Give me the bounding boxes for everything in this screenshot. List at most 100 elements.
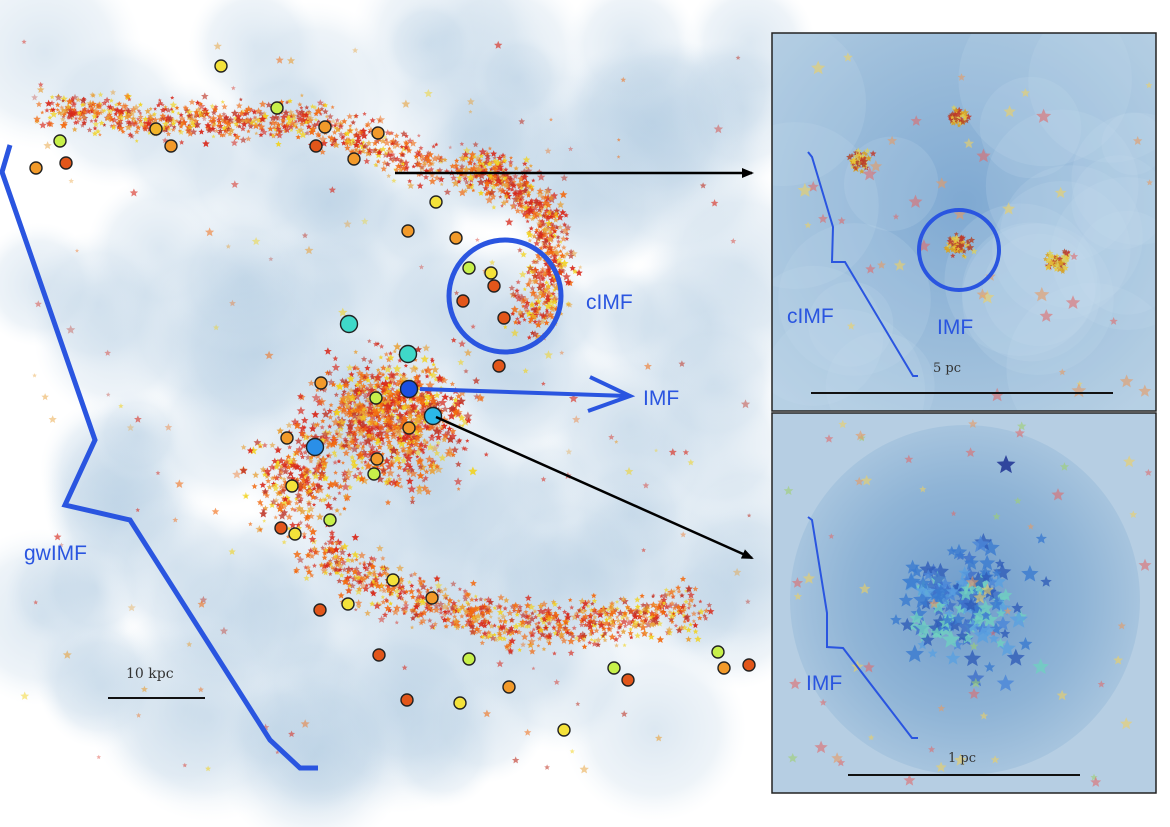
galaxy-star <box>514 292 522 299</box>
galaxy-star <box>487 146 492 151</box>
galaxy-star <box>163 104 168 109</box>
galaxy-star <box>68 178 74 184</box>
galaxy-star <box>419 598 427 606</box>
galaxy-star <box>378 588 383 592</box>
galaxy-star <box>307 379 315 387</box>
gas-halo <box>90 388 184 482</box>
galaxy-star <box>511 602 517 608</box>
galaxy-star <box>463 179 470 185</box>
galaxy-star <box>319 496 327 503</box>
galaxy-star <box>478 147 487 156</box>
galaxy-star <box>476 157 484 164</box>
galaxy-star <box>273 515 278 520</box>
galaxy-star <box>353 146 361 154</box>
galaxy-star <box>510 290 517 297</box>
galaxy-star <box>570 612 579 621</box>
galaxy-star <box>687 591 695 599</box>
galaxy-star <box>388 131 393 136</box>
galaxy-star <box>434 400 442 407</box>
galaxy-star <box>687 596 695 604</box>
galaxy-star <box>562 617 570 625</box>
galaxy-star <box>363 157 371 165</box>
galaxy-star <box>541 381 546 386</box>
galaxy-star <box>351 533 360 541</box>
galaxy-star <box>373 137 381 145</box>
galaxy-star <box>506 181 510 186</box>
galaxy-star <box>244 494 249 498</box>
galaxy-star <box>382 456 391 465</box>
galaxy-star <box>333 428 340 434</box>
galaxy-star <box>429 585 434 590</box>
galaxy-star <box>620 76 627 83</box>
galaxy-star <box>373 162 378 167</box>
galaxy-star <box>223 115 230 121</box>
galaxy-star <box>123 92 131 100</box>
galaxy-star <box>519 208 525 214</box>
galaxy-star <box>68 110 76 118</box>
galaxy-star <box>673 623 679 628</box>
star-cluster <box>309 139 323 153</box>
galaxy-star <box>583 622 588 628</box>
gas-halo-layer <box>0 0 830 827</box>
cluster-star <box>1057 259 1065 267</box>
galaxy-star <box>468 109 473 114</box>
galaxy-star <box>298 520 304 525</box>
galaxy-star <box>285 513 293 521</box>
galaxy-star <box>595 636 602 643</box>
galaxy-star <box>542 270 548 275</box>
galaxy-star <box>352 133 358 138</box>
galaxy-star <box>468 627 477 636</box>
galaxy-star <box>116 124 125 132</box>
galaxy-star <box>462 154 470 161</box>
galaxy-star <box>171 121 176 127</box>
galaxy-star <box>317 471 327 480</box>
galaxy-star <box>385 586 393 593</box>
galaxy-star <box>553 615 558 619</box>
galaxy-star <box>308 527 318 536</box>
galaxy-star <box>396 594 403 600</box>
galaxy-star <box>380 573 385 577</box>
galaxy-star <box>433 449 441 457</box>
galaxy-star <box>326 453 331 458</box>
galaxy-star <box>418 152 426 160</box>
galaxy-star <box>546 620 552 626</box>
galaxy-star <box>276 131 284 139</box>
galaxy-star <box>152 111 157 117</box>
galaxy-star <box>388 156 393 162</box>
galaxy-star <box>402 448 407 453</box>
field-star <box>831 752 843 764</box>
cluster-star <box>958 566 972 579</box>
galaxy-star <box>233 121 239 127</box>
galaxy-star <box>545 209 553 216</box>
galaxy-star <box>480 617 489 625</box>
galaxy-star <box>421 579 426 584</box>
cimf-label: cIMF <box>586 291 633 314</box>
gas-halo <box>778 223 931 376</box>
galaxy-star <box>54 93 63 101</box>
galaxy-star <box>256 499 264 506</box>
galaxy-star <box>292 448 301 456</box>
galaxy-star <box>268 501 276 508</box>
galaxy-star <box>419 447 426 453</box>
inset-top-cimf-bracket <box>807 151 918 377</box>
galaxy-star <box>423 365 433 375</box>
galaxy-star <box>252 471 260 479</box>
galaxy-star <box>707 607 715 615</box>
galaxy-star <box>339 418 346 425</box>
galaxy-star <box>460 423 465 428</box>
galaxy-star <box>569 748 575 754</box>
galaxy-star <box>66 325 76 334</box>
galaxy-star <box>473 594 478 599</box>
galaxy-star <box>197 102 206 110</box>
galaxy-star <box>361 403 366 407</box>
cluster-star <box>1046 258 1051 263</box>
galaxy-star <box>378 354 384 360</box>
galaxy-star <box>641 609 648 616</box>
galaxy-star <box>598 613 603 617</box>
galaxy-star <box>588 631 594 637</box>
galaxy-star <box>31 94 38 101</box>
galaxy-star <box>301 416 309 424</box>
galaxy-star <box>694 635 702 643</box>
field-star <box>791 577 804 588</box>
star-cluster <box>462 261 476 275</box>
